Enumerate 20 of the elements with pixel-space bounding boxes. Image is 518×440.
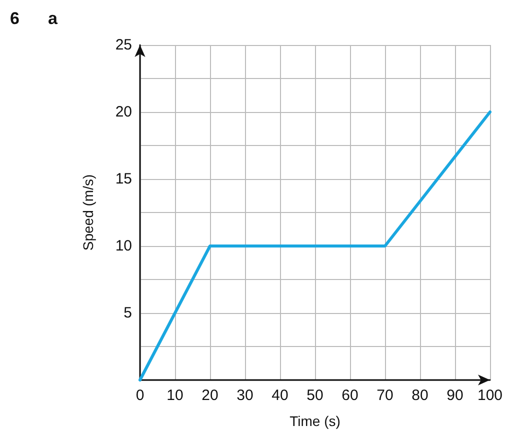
y-axis-title: Speed (m/s) [80, 174, 96, 251]
x-tick-label: 40 [272, 387, 288, 404]
x-axis-title: Time (s) [290, 413, 340, 429]
y-tick-label: 15 [115, 170, 132, 188]
y-tick-label: 10 [115, 238, 132, 254]
y-tick-label: 5 [124, 304, 132, 322]
x-tick-label: 30 [236, 387, 254, 404]
text: 6 [10, 9, 20, 28]
x-tick-label: 0 [136, 387, 144, 404]
x-tick-label: 10 [166, 387, 184, 404]
x-tick-label: 60 [342, 387, 358, 404]
x-tick-label: 70 [376, 387, 394, 404]
x-tick-label: 90 [446, 387, 464, 404]
y-tick-label: 25 [115, 36, 132, 54]
y-tick-label: 20 [115, 104, 132, 120]
text: a [48, 9, 58, 28]
x-tick-label: 80 [412, 387, 428, 404]
x-tick-label: 20 [202, 387, 218, 404]
x-tick-label: 50 [306, 387, 324, 404]
x-tick-label: 100 [477, 387, 503, 404]
